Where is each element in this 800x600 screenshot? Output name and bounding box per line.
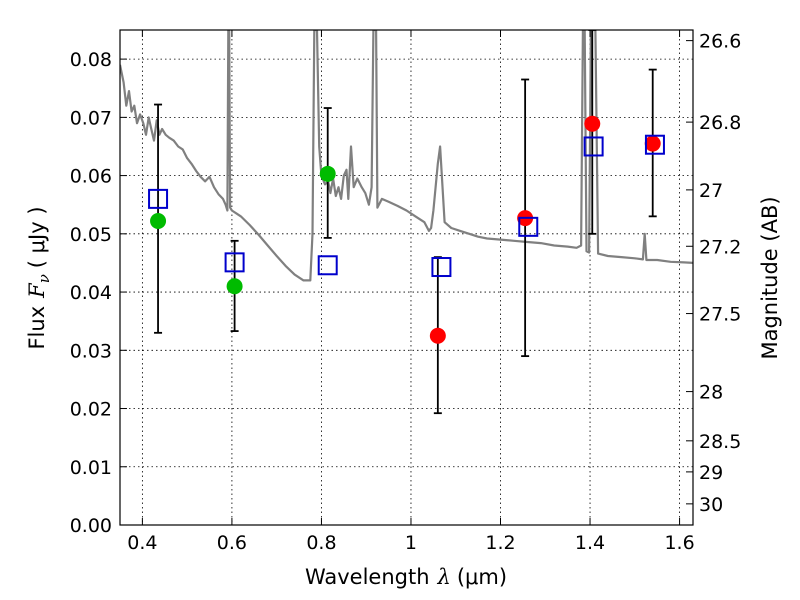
x-tick-label: 0.4 (127, 532, 157, 554)
right-tick-label: 26.6 (699, 31, 741, 53)
observed-point (150, 213, 167, 230)
model-point (317, 255, 338, 276)
y-tick-label: 0.00 (70, 515, 112, 537)
model-point (518, 216, 539, 237)
y-tick-label: 0.04 (70, 282, 112, 304)
right-tick-label: 29 (699, 462, 723, 484)
observed-points-layer (150, 115, 661, 344)
plot-frame (119, 29, 694, 526)
observed-point (644, 135, 661, 152)
right-tick-label: 26.8 (699, 112, 741, 134)
right-tick-label: 28 (699, 382, 723, 404)
y-tick-label: 0.06 (70, 166, 112, 188)
y-axis-ticks: 0.00 0.01 0.02 0.03 0.04 0.05 0.06 0.07 0.08 (70, 49, 127, 537)
y-tick-label: 0.01 (70, 457, 112, 479)
observed-point (584, 115, 601, 132)
right-tick-label: 27 (699, 180, 723, 202)
y-tick-label: 0.02 (70, 399, 112, 421)
x-axis-label: Wavelength λ (μm) (305, 565, 507, 589)
observed-point (429, 327, 446, 344)
y-tick-label: 0.07 (70, 107, 112, 129)
y-tick-label: 0.05 (70, 224, 112, 246)
observed-point (319, 165, 336, 182)
model-point (148, 188, 169, 209)
observed-point (226, 278, 243, 295)
x-tick-label: 1.2 (485, 532, 515, 554)
y-axis-label: FluxFν( μJy ) (25, 206, 53, 349)
model-point (644, 134, 665, 155)
y-tick-label: 0.08 (70, 49, 112, 71)
right-axis-label: Magnitude (AB) (758, 196, 782, 359)
x-tick-label: 0.8 (306, 532, 336, 554)
right-tick-label: 28.5 (699, 431, 741, 453)
model-point (224, 252, 245, 273)
x-axis-ticks: 0.4 0.6 0.8 1 1.2 1.4 1.6 (127, 30, 695, 554)
right-tick-label: 27.2 (699, 236, 741, 258)
model-point (431, 257, 452, 278)
right-axis-ticks: 26.6 26.8 27 27.2 27.5 28 28.5 29 30 (686, 31, 741, 516)
right-tick-label: 30 (699, 494, 723, 516)
model-spectrum-line (120, 30, 693, 282)
right-tick-label: 27.5 (699, 304, 741, 326)
model-points-layer (148, 134, 665, 278)
x-tick-label: 0.6 (217, 532, 247, 554)
model-spectrum-layer (120, 30, 693, 282)
x-tick-label: 1 (405, 532, 417, 554)
model-point (583, 136, 604, 157)
x-tick-label: 1.4 (575, 532, 605, 554)
y-tick-label: 0.03 (70, 340, 112, 362)
x-tick-label: 1.6 (664, 532, 694, 554)
